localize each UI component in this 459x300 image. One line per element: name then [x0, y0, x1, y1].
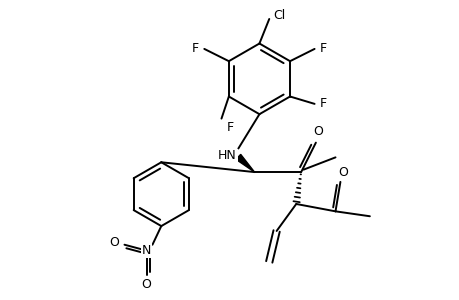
Text: O: O [313, 125, 323, 138]
Text: O: O [141, 278, 151, 292]
Text: Cl: Cl [272, 8, 285, 22]
Text: F: F [191, 42, 199, 56]
Text: F: F [226, 121, 233, 134]
Text: F: F [319, 98, 326, 110]
Text: O: O [110, 236, 119, 249]
Text: HN: HN [218, 149, 236, 162]
Polygon shape [235, 154, 254, 172]
Text: F: F [319, 42, 326, 56]
Text: O: O [337, 166, 347, 178]
Text: N: N [141, 244, 151, 257]
